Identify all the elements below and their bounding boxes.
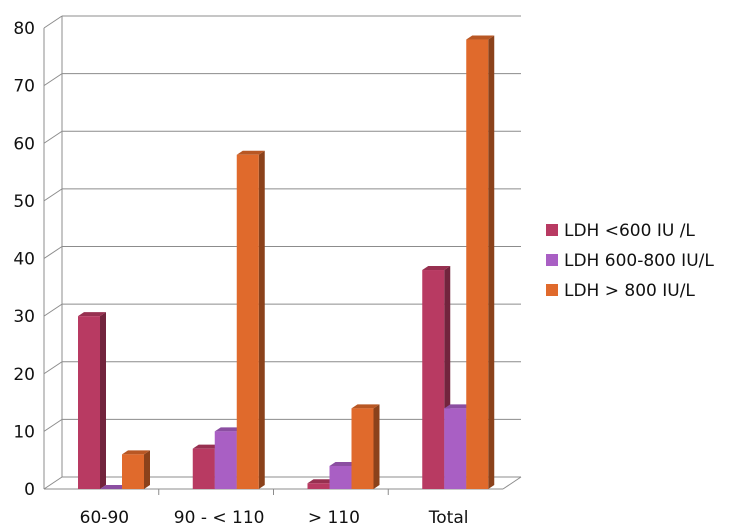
bar-top bbox=[307, 479, 336, 484]
bar-front bbox=[329, 465, 352, 489]
bar-top bbox=[214, 427, 243, 432]
bar bbox=[122, 450, 150, 489]
bar-top bbox=[329, 461, 358, 466]
y-tick-label: 50 bbox=[13, 192, 35, 212]
bar-side bbox=[488, 35, 495, 490]
y-axis: 0 10 20 30 40 50 60 70 80 bbox=[13, 19, 35, 500]
legend-swatch bbox=[546, 284, 558, 296]
bar bbox=[78, 312, 106, 489]
bar bbox=[466, 35, 495, 490]
bar-top bbox=[100, 485, 128, 489]
x-tick-label: > 110 bbox=[308, 508, 360, 527]
y-tick-label: 40 bbox=[13, 250, 35, 270]
bar-top bbox=[444, 404, 473, 409]
y-tick-label: 80 bbox=[13, 19, 35, 39]
bar-front bbox=[307, 483, 330, 489]
gridline-side bbox=[43, 73, 63, 87]
y-tick-label: 30 bbox=[13, 307, 35, 327]
legend-label: LDH > 800 IU/L bbox=[564, 281, 695, 301]
x-tick-label: Total bbox=[428, 508, 469, 527]
bar-side bbox=[144, 450, 150, 489]
bar-top bbox=[466, 35, 495, 40]
bar-front bbox=[214, 431, 237, 489]
bar-side bbox=[373, 404, 380, 489]
gridline-side bbox=[43, 361, 63, 375]
x-tick-label: 60-90 bbox=[80, 508, 129, 527]
bars bbox=[78, 35, 495, 490]
floor-edge bbox=[502, 476, 522, 490]
bar-front bbox=[78, 316, 100, 489]
gridline-side bbox=[43, 130, 63, 144]
x-axis: 60-90 90 - < 110 > 110 Total bbox=[80, 489, 469, 527]
y-tick-label: 10 bbox=[13, 422, 35, 442]
legend-label: LDH 600-800 IU/L bbox=[564, 251, 714, 271]
bar-top bbox=[192, 444, 221, 449]
gridline-side bbox=[43, 188, 63, 202]
legend-swatch bbox=[546, 224, 558, 236]
bar-front bbox=[422, 270, 445, 489]
bar-side bbox=[258, 150, 265, 489]
gridline-side bbox=[43, 476, 63, 490]
bar-side bbox=[100, 312, 106, 489]
legend-label: LDH <600 IU /L bbox=[564, 221, 695, 241]
bar-front bbox=[236, 154, 259, 489]
y-tick-label: 70 bbox=[13, 77, 35, 97]
bar-top bbox=[422, 266, 451, 271]
bar bbox=[100, 485, 128, 489]
y-tick-label: 0 bbox=[24, 480, 35, 500]
bar-front bbox=[122, 454, 144, 489]
bar-front bbox=[192, 448, 215, 489]
bar-top bbox=[78, 312, 106, 317]
bar bbox=[351, 404, 380, 489]
bar-front bbox=[444, 408, 467, 489]
x-tick-label: 90 - < 110 bbox=[174, 508, 265, 527]
bar bbox=[236, 150, 265, 489]
bar-front bbox=[351, 408, 374, 489]
bar-top bbox=[351, 404, 380, 409]
legend: LDH <600 IU /L LDH 600-800 IU/L LDH > 800 … bbox=[546, 221, 714, 301]
gridline-side bbox=[43, 303, 63, 317]
bar-top bbox=[236, 150, 265, 155]
y-tick-label: 60 bbox=[13, 134, 35, 154]
y-tick-label: 20 bbox=[13, 365, 35, 385]
gridline-side bbox=[43, 246, 63, 259]
gridline-side bbox=[43, 15, 63, 29]
legend-swatch bbox=[546, 254, 558, 266]
bar-top bbox=[122, 450, 150, 455]
bar-front bbox=[466, 39, 489, 490]
gridline-side bbox=[43, 418, 63, 432]
